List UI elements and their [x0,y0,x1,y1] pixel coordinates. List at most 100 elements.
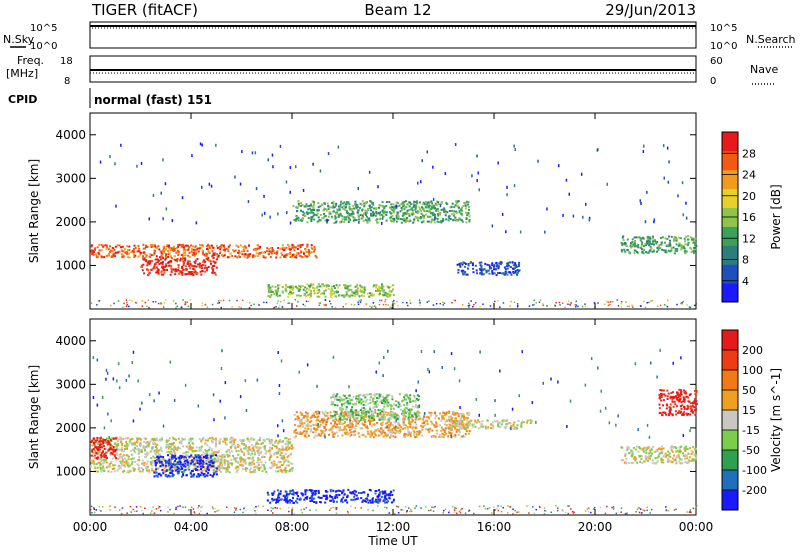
data-cell [686,250,689,253]
data-cell [216,247,219,249]
data-cell [491,269,494,272]
data-cell [392,220,395,223]
data-cell [330,288,333,291]
data-cell [224,463,227,466]
data-cell [201,465,203,468]
data-cell [426,203,428,206]
data-cell [278,306,280,309]
data-cell [297,219,300,222]
data-cell [323,202,326,205]
data-cell [457,206,460,209]
data-cell [370,212,372,216]
data-cell [98,457,101,460]
data-cell [183,460,186,463]
data-cell [96,457,99,460]
data-cell [401,201,404,204]
data-cell [365,303,368,305]
data-cell [340,410,343,413]
data-cell [412,430,415,433]
data-cell [345,428,348,431]
data-cell [242,451,245,454]
data-cell [370,209,373,212]
data-cell [467,211,470,214]
data-cell [267,290,270,293]
data-cell [294,219,297,222]
data-cell [438,417,440,420]
data-cell [403,207,406,210]
data-cell [278,466,281,469]
data-cell [354,424,357,427]
data-cell [507,264,510,267]
data-cell [258,447,261,450]
data-cell [385,201,388,203]
data-cell [455,430,458,433]
data-cell [561,302,564,304]
data-cell [368,406,371,409]
data-cell [554,305,556,307]
data-cell [312,201,315,203]
colorbar-tick-label: 16 [742,211,756,224]
data-cell [216,256,219,259]
data-cell [361,209,363,212]
data-cell [349,417,352,420]
data-cell [106,443,109,446]
data-cell [363,204,366,207]
data-cell [676,303,678,306]
data-cell [429,215,432,218]
data-cell [215,143,217,147]
data-cell [404,427,407,430]
data-cell [175,457,178,460]
data-cell [175,438,177,441]
data-cell [340,409,343,412]
data-cell [273,445,276,448]
data-cell [456,420,459,422]
data-cell [215,454,217,457]
data-cell [509,271,512,274]
data-cell [164,258,167,261]
data-cell [434,207,436,210]
data-cell [167,465,170,468]
data-cell [223,461,226,464]
data-cell [443,207,446,210]
data-cell [581,305,584,308]
data-cell [149,440,152,443]
data-cell [338,415,341,418]
data-cell [414,201,417,204]
data-cell [622,235,625,238]
data-cell [452,218,455,221]
data-cell [321,419,324,422]
data-cell [219,461,222,464]
data-cell [402,301,404,304]
data-cell [90,245,93,248]
data-cell [270,461,273,464]
data-cell [146,245,149,248]
data-cell [336,208,339,211]
data-cell [418,299,421,301]
data-cell [449,416,452,419]
data-cell [183,247,186,250]
data-cell [390,422,392,424]
data-cell [202,466,205,469]
data-cell [130,441,133,444]
data-cell [355,207,358,210]
data-cell [315,427,318,430]
data-cell [411,207,414,210]
data-cell [95,253,98,256]
data-cell [419,301,421,304]
data-cell [424,419,427,422]
data-cell [416,212,419,215]
data-cell [131,438,134,441]
data-cell [307,434,310,437]
data-cell [109,445,112,447]
data-cell [122,450,125,453]
data-cell [391,306,393,309]
data-cell [375,208,378,211]
data-cell [387,401,390,404]
data-cell [193,473,195,476]
data-cell [205,462,208,465]
data-cell [378,416,381,419]
data-cell [108,463,111,465]
data-cell [155,446,157,448]
data-cell [90,459,93,462]
data-cell [92,447,95,450]
